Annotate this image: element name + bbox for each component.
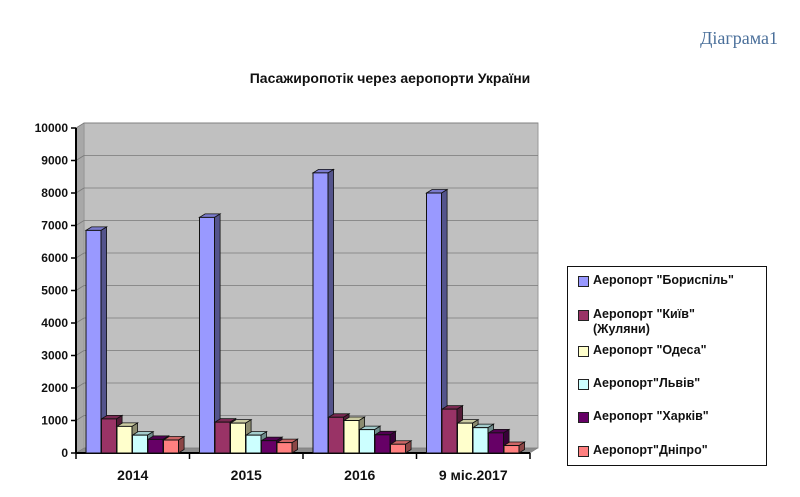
legend-item-kyiv: Аеропорт "Київ" (Жуляни) — [578, 307, 723, 337]
bar — [389, 440, 413, 454]
legend-label: Аеропорт"Львів" — [593, 376, 701, 390]
bar — [275, 438, 299, 454]
x-category-label: 2014 — [117, 467, 148, 483]
x-category-label: 2015 — [231, 467, 262, 483]
y-axis: 0 1000 2000 3000 4000 5000 6000 7000 8000 9000 100… — [35, 121, 77, 460]
legend-label: Аеропорт "Одеса" — [593, 343, 707, 357]
y-tick-label: 1000 — [41, 414, 68, 428]
legend-item-odesa: Аеропорт "Одеса" — [578, 343, 763, 358]
y-tick-label: 4000 — [41, 316, 68, 330]
bar — [425, 188, 449, 454]
plot-area — [75, 122, 539, 454]
bar — [198, 213, 222, 454]
bar — [311, 168, 335, 454]
y-tick-label: 9000 — [41, 154, 68, 168]
bar — [84, 226, 108, 454]
y-tick-label: 0 — [61, 446, 68, 460]
legend-swatch-icon — [578, 310, 589, 321]
x-category-label: 9 міс.2017 — [439, 467, 508, 483]
bar — [162, 435, 186, 454]
legend: Аеропорт "Бориспіль" Аеропорт "Київ" (Жу… — [567, 266, 767, 466]
legend-label: Аеропорт "Бориспіль" — [593, 273, 734, 287]
x-axis: 2014 2015 2016 9 міс.2017 — [75, 452, 531, 483]
legend-swatch-icon — [578, 276, 589, 287]
legend-label: Аеропорт "Харків" — [593, 409, 709, 423]
legend-swatch-icon — [578, 379, 589, 390]
chart-title: Пасажиропотік через аеропорти України — [249, 70, 531, 86]
bars — [84, 168, 526, 454]
bar — [502, 441, 526, 454]
legend-label: Аеропорт"Дніпро" — [593, 443, 708, 457]
legend-swatch-icon — [578, 346, 589, 357]
legend-item-lviv: Аеропорт"Львів" — [578, 376, 763, 391]
y-tick-label: 5000 — [41, 284, 68, 298]
legend-item-boryspil: Аеропорт "Бориспіль" — [578, 273, 763, 288]
y-tick-label: 6000 — [41, 251, 68, 265]
y-tick-label: 2000 — [41, 381, 68, 395]
legend-item-dnipro: Аеропорт"Дніпро" — [578, 443, 763, 458]
y-tick-label: 10000 — [35, 121, 69, 135]
legend-swatch-icon — [578, 446, 589, 457]
y-tick-label: 7000 — [41, 219, 68, 233]
y-tick-label: 3000 — [41, 349, 68, 363]
y-tick-label: 8000 — [41, 186, 68, 200]
legend-label: Аеропорт "Київ" (Жуляни) — [593, 307, 695, 336]
legend-swatch-icon — [578, 412, 589, 423]
x-category-label: 2016 — [344, 467, 375, 483]
diagram-label: Діаграма1 — [700, 28, 778, 48]
legend-item-kharkiv: Аеропорт "Харків" — [578, 409, 763, 424]
